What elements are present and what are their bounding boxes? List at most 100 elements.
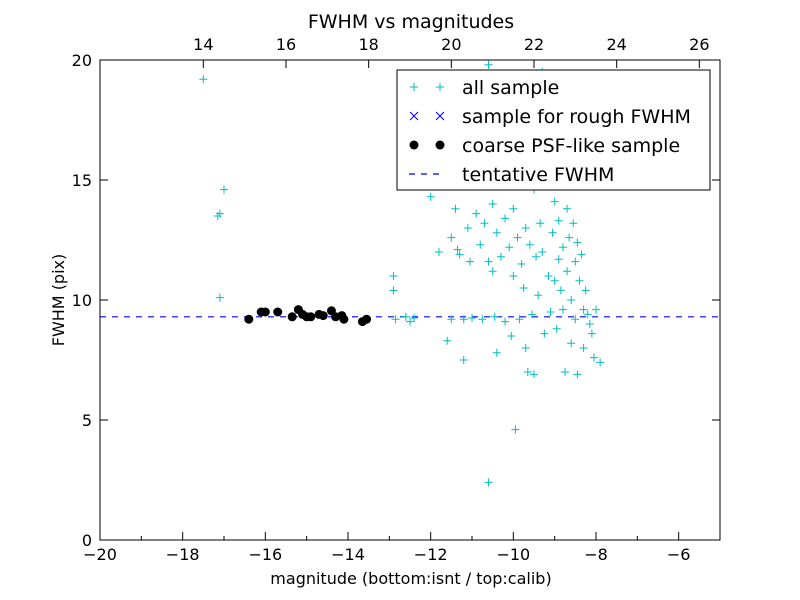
psf-sample-point <box>318 311 328 321</box>
all-sample-point <box>515 315 524 324</box>
all-sample-point <box>484 478 493 487</box>
all-sample-point <box>488 200 497 208</box>
all-sample-point <box>389 286 398 295</box>
all-sample-point <box>525 240 534 249</box>
all-sample-point <box>563 204 572 213</box>
all-sample-point <box>579 344 588 352</box>
all-sample-point <box>534 291 543 300</box>
all-sample-point <box>453 245 462 254</box>
all-sample-point <box>480 219 489 228</box>
all-sample-point <box>501 317 510 326</box>
all-sample-point <box>410 314 419 322</box>
x-tick-label: −8 <box>584 545 608 564</box>
all-sample-point <box>468 314 476 322</box>
all-sample-point <box>554 216 563 225</box>
legend-marker-all-sample <box>436 83 444 91</box>
all-sample-point <box>472 209 481 218</box>
all-sample-point <box>556 286 565 295</box>
all-sample-point <box>573 370 582 379</box>
all-sample-point <box>513 233 522 242</box>
all-sample-point <box>567 296 576 304</box>
legend-marker-rough-fwhm <box>435 111 445 121</box>
legend-marker-all-sample <box>410 83 418 91</box>
psf-sample-point <box>244 314 254 324</box>
top-tick-label: 24 <box>606 35 626 54</box>
x-axis-label: magnitude (bottom:isnt / top:calib) <box>270 569 551 588</box>
all-sample-point <box>552 324 561 333</box>
top-tick-label: 16 <box>276 35 296 54</box>
all-sample-point <box>565 233 574 242</box>
all-sample-point <box>550 197 559 206</box>
all-sample-point <box>538 248 547 256</box>
all-sample-point <box>401 312 410 321</box>
all-sample-point <box>558 305 567 314</box>
all-sample-point <box>563 267 572 276</box>
all-sample-point <box>391 315 400 324</box>
all-sample-point <box>546 308 555 316</box>
x-tick-label: −20 <box>83 545 117 564</box>
chart-title: FWHM vs magnitudes <box>308 11 514 33</box>
all-sample-point <box>213 212 222 220</box>
all-sample-point <box>589 353 598 362</box>
all-sample-point <box>492 348 501 357</box>
y-tick-label: 0 <box>82 531 92 550</box>
all-sample-point <box>406 317 414 326</box>
all-sample-point <box>509 272 518 280</box>
all-sample-point <box>581 286 590 295</box>
all-sample-point <box>573 238 582 247</box>
all-sample-point <box>567 339 576 348</box>
all-sample-point <box>540 329 549 338</box>
y-tick-label: 10 <box>72 291 92 310</box>
all-sample-point <box>478 315 487 324</box>
y-tick-label: 5 <box>82 411 92 430</box>
y-axis-label: FWHM (pix) <box>49 254 68 347</box>
all-sample-point <box>463 224 472 232</box>
y-tick-label: 20 <box>72 51 92 70</box>
all-sample-point <box>550 276 559 285</box>
legend-box <box>396 69 711 191</box>
psf-sample-point <box>339 314 349 324</box>
x-tick-label: −10 <box>496 545 530 564</box>
psf-sample-point <box>306 312 316 322</box>
x-tick-label: −14 <box>331 545 365 564</box>
all-sample-point <box>199 75 208 84</box>
plot-area: −20 −18 −16 −14 −12 −10 −8 −6 14 16 18 20 22 24 26 0 5 10… <box>72 35 721 564</box>
top-tick-label: 18 <box>358 35 378 54</box>
legend-marker-psf-sample <box>409 140 419 150</box>
all-sample-point <box>509 204 518 213</box>
all-sample-point <box>554 255 563 264</box>
all-sample-point <box>521 344 530 352</box>
all-sample-point <box>575 276 584 285</box>
all-sample-point <box>496 252 505 261</box>
all-sample-point <box>585 320 594 328</box>
all-sample-point <box>583 310 592 319</box>
all-sample-point <box>215 293 224 302</box>
all-sample-point <box>530 370 538 379</box>
all-sample-point <box>523 368 532 376</box>
x-tick-label: −12 <box>414 545 448 564</box>
all-sample-point <box>592 305 600 314</box>
all-sample-point <box>521 224 530 232</box>
all-sample-point <box>511 425 520 434</box>
all-sample-point <box>426 192 435 201</box>
all-sample-point <box>459 315 468 324</box>
legend-marker-psf-sample <box>435 140 445 150</box>
x-tick-label: −18 <box>166 545 200 564</box>
all-sample-point <box>490 312 499 321</box>
all-sample-point <box>519 284 528 292</box>
all-sample-point <box>484 257 493 266</box>
all-sample-point <box>443 336 452 345</box>
all-sample-point <box>488 267 497 276</box>
all-sample-point <box>561 368 569 376</box>
all-sample-point <box>536 219 545 228</box>
legend-entry: all sample <box>462 77 559 99</box>
all-sample-point <box>548 228 557 237</box>
legend-entry: tentative FWHM <box>462 164 614 186</box>
all-sample-point <box>451 204 460 213</box>
top-tick-label: 26 <box>689 35 709 54</box>
all-sample-point <box>447 233 456 242</box>
all-sample-point <box>571 257 580 266</box>
all-sample-point <box>544 272 553 280</box>
all-sample-point <box>571 315 580 324</box>
